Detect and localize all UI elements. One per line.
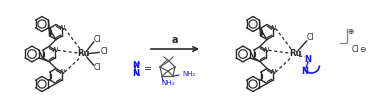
Text: NH₂: NH₂ (182, 71, 195, 77)
Text: a: a (172, 35, 178, 45)
Text: N: N (264, 47, 269, 53)
Text: N: N (271, 25, 276, 31)
Text: Cl: Cl (306, 33, 314, 43)
Text: Ru: Ru (78, 49, 90, 59)
Text: N: N (133, 60, 139, 70)
Text: Ru: Ru (289, 49, 301, 59)
Text: ⊕: ⊕ (347, 27, 353, 37)
Text: N: N (53, 47, 58, 53)
Text: NH₂: NH₂ (161, 80, 174, 86)
Text: Cl: Cl (100, 48, 108, 56)
Text: N: N (271, 69, 276, 75)
Text: N: N (133, 68, 139, 77)
Text: Cl: Cl (93, 64, 101, 72)
Text: Cl: Cl (93, 35, 101, 43)
Text: N: N (302, 66, 308, 76)
Text: ⊖: ⊖ (359, 44, 365, 54)
Text: Cl: Cl (351, 44, 359, 54)
Text: =: = (144, 64, 152, 74)
Text: N: N (60, 69, 65, 75)
Text: N: N (60, 25, 65, 31)
Text: N: N (305, 54, 311, 64)
